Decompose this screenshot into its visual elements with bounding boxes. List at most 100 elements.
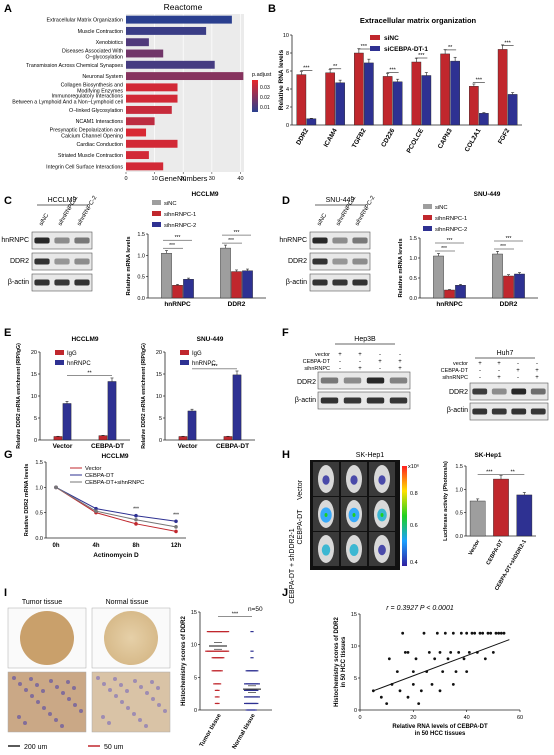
data-point-normal-tissue <box>250 657 254 659</box>
chart-e1: HCCLM9 IgG hnRNPC 0 5 10 15 20 Relative DDR2 … <box>16 336 130 450</box>
y-tick-label: 0.0 <box>35 536 43 542</box>
condition-sign: - <box>498 368 500 374</box>
y-tick-label: 0 <box>354 708 357 714</box>
category-label-collagen-biosynthesis-and-modifying-enzymes: Collagen Biosynthesis and Modifying Enzym… <box>61 82 124 94</box>
bar-pcolce-sicebpa-dt-1 <box>421 75 432 126</box>
bar-vector-hnrnpc <box>62 403 72 441</box>
bar-ddr2-sihnrnpc-1 <box>231 271 242 299</box>
nucleus <box>79 709 83 713</box>
data-point-normal-tissue <box>250 650 254 652</box>
nucleus <box>12 676 16 680</box>
panel-letter-i: I <box>4 587 7 599</box>
data-point-tumor-tissue <box>226 631 230 633</box>
panel-j: r = 0.3927 P < 0.0001 0 5 10 15 0 20 40 60 Histo… <box>334 605 523 737</box>
sig-marker: *** <box>500 244 506 250</box>
blot-lane-label-sinc: siNC <box>317 212 329 227</box>
blot-lane-label-sihnrnpc-2: sihnRNPC-2 <box>77 195 99 227</box>
data-point <box>441 670 445 673</box>
data-point <box>417 702 421 705</box>
chart-b-plot: 0 2 4 6 8 10 Relative RNA levels DDR2 ICAM4 TGFB2… <box>278 33 522 154</box>
data-point-tumor-tissue <box>219 670 223 672</box>
panel-letter-a: A <box>4 3 12 15</box>
x-tick-label-vector: Vector <box>468 538 482 556</box>
legend-d-sinc-swatch <box>423 204 432 209</box>
data-point-normal-tissue <box>244 683 248 685</box>
bar-ddr2-sihnrnpc-2 <box>242 270 253 299</box>
bar-hnrnpc-sihnrnpc-1 <box>444 289 455 299</box>
panel-h: SK-Hep1 Vector CEBPA-DT CEBPA-DT + shDDR… <box>289 452 536 604</box>
luminescence-signal <box>378 475 386 485</box>
data-point-vector <box>174 529 178 534</box>
panel-letter-d: D <box>282 195 290 207</box>
chart-g-title: HCCLM9 <box>101 453 128 460</box>
blot-row-label-hnrnpc: hnRNPC <box>1 237 29 244</box>
bar-cebpa-dt-hnrnpc <box>232 374 242 441</box>
chart-e2: SNU-449 IgG hnRNPC 0 5 10 15 20 Relative DDR2… <box>141 336 255 450</box>
data-point <box>473 631 477 635</box>
data-point-normal-tissue <box>255 689 259 691</box>
nucleus <box>96 676 100 680</box>
condition-sign: - <box>399 352 401 358</box>
bar-immunoregulatory-interactions-between-a-lymphoid-and-a-non-lymphoid-cell <box>126 94 178 103</box>
x-tick-label-vector: Vector <box>53 443 73 450</box>
x-tick-label-cebpa-dt: CEBPA-DT <box>91 443 124 450</box>
band <box>530 388 546 395</box>
legend-b-sicebpa-swatch <box>370 46 380 51</box>
y-axis-label: Relative DDR2 mRNA enrichment (RIP/IgG) <box>141 343 147 449</box>
bar-striated-muscle-contraction <box>126 151 149 160</box>
label-line: Presynaptic Depolarization and <box>50 128 123 134</box>
y-axis-label: Relative mRNA levels <box>126 236 132 295</box>
nucleus <box>139 685 143 689</box>
condition-sign: + <box>516 368 520 374</box>
data-point-normal-tissue <box>244 689 248 691</box>
data-point <box>422 631 426 635</box>
sig-marker: *** <box>211 364 218 370</box>
y-tick-label: 4 <box>286 87 289 93</box>
data-point <box>438 651 442 654</box>
y-tick-label: 0 <box>34 438 37 444</box>
y-tick-label: 1.5 <box>455 464 463 470</box>
bar-icam4-sinc <box>325 72 335 126</box>
legend-c-sinc-label: siNC <box>164 201 177 207</box>
sig-marker: *** <box>476 77 483 83</box>
nucleus <box>151 697 155 701</box>
nucleus <box>60 724 64 728</box>
data-point-normal-tissue <box>253 709 257 711</box>
category-label-diseases-associated-with-o-glycosylation: Diseases Associated With O−glycosylation <box>62 49 123 61</box>
bar-ncam1-interactions <box>126 117 155 126</box>
blot-f-hep3b-row-actin: β-actin <box>295 397 316 404</box>
bar-ddr2-sinc <box>296 74 307 126</box>
band <box>366 377 385 384</box>
label-line: in 50 HCC tissues <box>415 731 466 737</box>
bar-ddr2-sihnrnpc-1 <box>503 275 514 299</box>
data-point-normal-tissue <box>245 683 249 685</box>
legend-e1-hnrnpc-label: hnRNPC <box>67 361 91 367</box>
blot-row-label-actin: β-actin <box>8 279 29 286</box>
legend-g-combo-label: CEBPA-DT+sihnRNPC <box>85 480 144 486</box>
category-label-integrin-cell-surface-interactions: Integrin Cell Surface Interactions <box>46 164 123 170</box>
x-tick-label-cebpa-dt: CEBPA-DT <box>216 443 249 450</box>
band <box>530 408 546 415</box>
chart-h-plot: 0.0 0.5 1.0 1.5 Luciferase activity (Photons… <box>443 461 536 592</box>
lum-scale-unit: x10⁶ <box>408 463 419 470</box>
regression-line <box>373 639 510 692</box>
panel-c: HCCLM9 siNC sihnRNPC-1 sihnRNPC-2 hnRNPC DDR2… <box>1 191 266 308</box>
bar-icam4-sicebpa-dt-1 <box>335 82 345 126</box>
data-point <box>385 702 389 705</box>
y-tick-label: 2 <box>286 105 289 111</box>
legend-e2-hnrnpc-swatch <box>180 360 189 365</box>
sig-marker: *** <box>389 67 396 73</box>
y-tick-label: 10 <box>283 33 289 39</box>
legend-c-si1-label: sihnRNPC-1 <box>164 212 196 218</box>
chart-g-plot: 0.0 0.5 1.0 1.5 Relative DDR2 mRNA levels 0h 4… <box>24 460 186 559</box>
blot-lane-label-sihnrnpc-2: sihnRNPC-2 <box>355 195 377 227</box>
data-point-tumor-tissue <box>226 650 230 652</box>
chart-e2-plot: 0 5 10 15 20 Relative DDR2 mRNA enrichment (R… <box>141 343 255 450</box>
imaging-h <box>310 460 400 570</box>
sig-marker: *** <box>173 512 179 518</box>
padj-tick-3: 0.01 <box>260 105 270 111</box>
condition-sign: - <box>536 361 538 367</box>
chart-e1-title: HCCLM9 <box>71 336 98 343</box>
